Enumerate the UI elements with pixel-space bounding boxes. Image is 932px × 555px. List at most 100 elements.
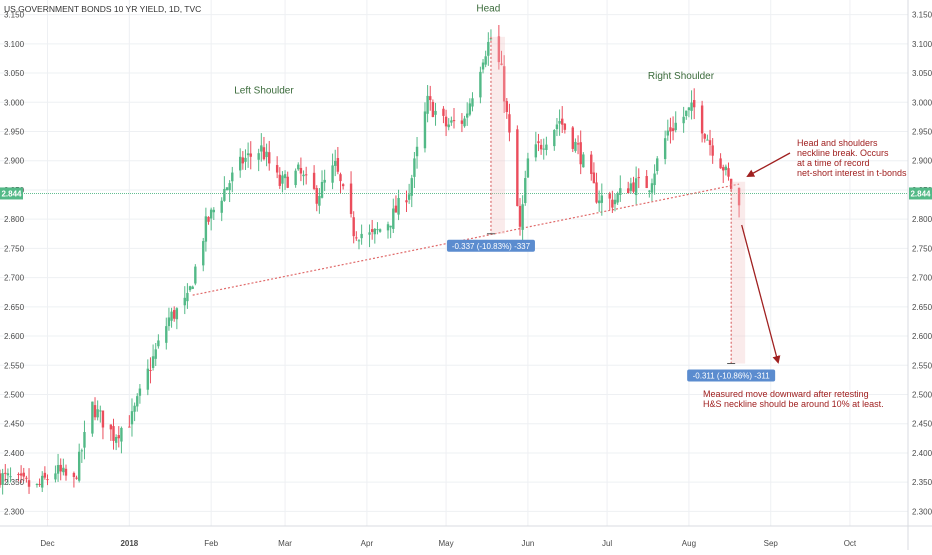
candle-body [542,148,545,150]
measure-label: -0.337 (-10.83%) -337 [452,242,531,251]
candle-body [54,473,57,480]
candle [708,129,712,156]
y-tick-label-left: 2.750 [4,244,25,253]
x-tick-label: Jun [521,539,534,548]
candle [99,405,102,423]
candle-body [35,483,39,485]
candle-body [241,157,245,164]
candle-body [629,183,633,191]
candle [231,166,234,193]
candle [56,453,60,482]
candle-body [590,154,593,174]
candle [136,393,139,412]
candle-body [315,188,318,204]
candle [410,174,413,208]
candle-body [700,105,704,134]
candle-body [600,195,604,203]
y-tick-label-left: 2.300 [4,507,25,516]
candle [17,472,20,482]
candle-body [645,176,648,189]
candle-body [682,116,685,124]
candle-body [120,427,123,442]
candle [151,344,155,371]
candle [283,170,287,190]
candle-body [407,194,411,200]
candle-body [368,232,371,235]
candle [656,156,659,175]
candle-body [405,200,408,203]
candle [619,175,622,202]
candle-body [463,118,466,127]
candle-body [392,208,395,229]
candle-body [724,166,728,171]
candle [331,153,334,190]
candle-body [524,178,527,204]
candle [212,207,216,220]
candle [611,190,614,214]
neckline-break-note-line: net-short interest in t-bonds [797,168,907,178]
candle [43,466,47,480]
neckline-break-arrow [746,152,791,177]
candle [209,207,213,231]
candle-body [312,172,316,189]
candle-body [722,167,725,171]
candle-body [352,217,355,237]
candle-body [534,144,538,158]
candle [101,410,105,440]
candle [526,152,530,178]
candle-body [41,475,44,488]
right-shoulder-label: Right Shoulder [648,71,715,82]
candle-body [706,139,709,141]
y-tick-label-right: 2.900 [912,157,932,166]
candle [357,239,361,250]
candle-body [690,102,693,111]
candle-body [444,116,448,127]
candle [465,102,469,126]
candle [468,98,472,117]
x-tick-label: Mar [278,539,292,548]
candle [146,359,150,396]
candle [27,468,31,494]
candle-body [468,103,472,115]
y-tick-label-right: 2.750 [912,244,932,253]
candle-body [653,173,656,186]
candle [188,285,192,292]
candle [154,342,157,367]
candle-body [138,388,142,396]
candle [19,465,23,484]
candle-body [561,118,564,125]
measure-range-box [731,181,746,364]
candle [426,85,429,123]
candle-body [571,127,574,149]
candle-body [666,130,670,136]
measured-move-note-line: Measured move downward after retesting [703,389,869,399]
candle [579,130,582,175]
x-tick-label: Jul [602,539,612,548]
candle [558,109,561,136]
candle [112,418,115,450]
y-tick-label-right: 2.950 [912,128,932,137]
candle [450,116,453,126]
candle [175,307,179,330]
candle-body [608,193,611,199]
candle [711,138,714,164]
candle [302,170,305,186]
candle [186,283,189,309]
candle [299,157,303,182]
candle-body [634,178,638,196]
y-tick-label-left: 3.100 [4,40,25,49]
candle [194,264,197,286]
candle [394,195,398,213]
candle-body [336,158,340,172]
candle-body [373,228,377,235]
candle-body [268,152,271,164]
candle [722,164,725,183]
candle-body [431,101,435,117]
candle-body [146,368,150,390]
y-tick-label-right: 2.300 [912,507,932,516]
candle-body [302,174,305,177]
candle [373,228,377,244]
candle [360,224,363,245]
candle-body [555,124,559,130]
